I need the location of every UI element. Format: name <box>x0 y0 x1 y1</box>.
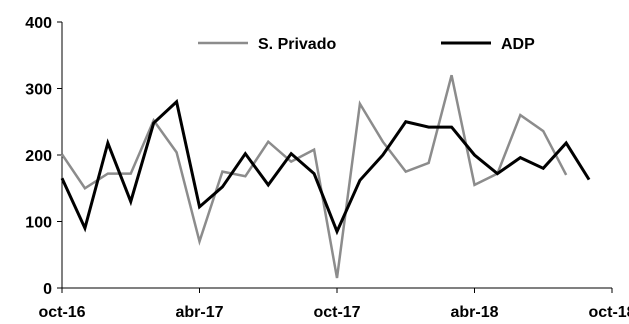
legend-label: ADP <box>501 36 535 53</box>
series-layer <box>60 74 591 279</box>
y-tick-label: 100 <box>25 215 52 232</box>
legend: S. Privado ADP <box>198 36 535 53</box>
x-tick-label: oct-17 <box>313 304 360 321</box>
series-line-adp <box>60 98 591 236</box>
x-tick-label: abr-17 <box>175 304 223 321</box>
y-tick-label: 400 <box>25 15 52 32</box>
legend-label: S. Privado <box>258 36 336 53</box>
x-tick-label: abr-18 <box>450 304 498 321</box>
x-tick-label: oct-16 <box>38 304 85 321</box>
axes: 0 100 200 300 400 oct-16 abr-17 oct-17 abr-18 oct… <box>25 15 629 321</box>
series-line-s-privado <box>60 74 568 279</box>
y-tick-label: 0 <box>43 281 52 298</box>
y-tick-label: 200 <box>25 148 52 165</box>
x-tick-label: oct-18 <box>588 304 629 321</box>
y-tick-label: 300 <box>25 82 52 99</box>
